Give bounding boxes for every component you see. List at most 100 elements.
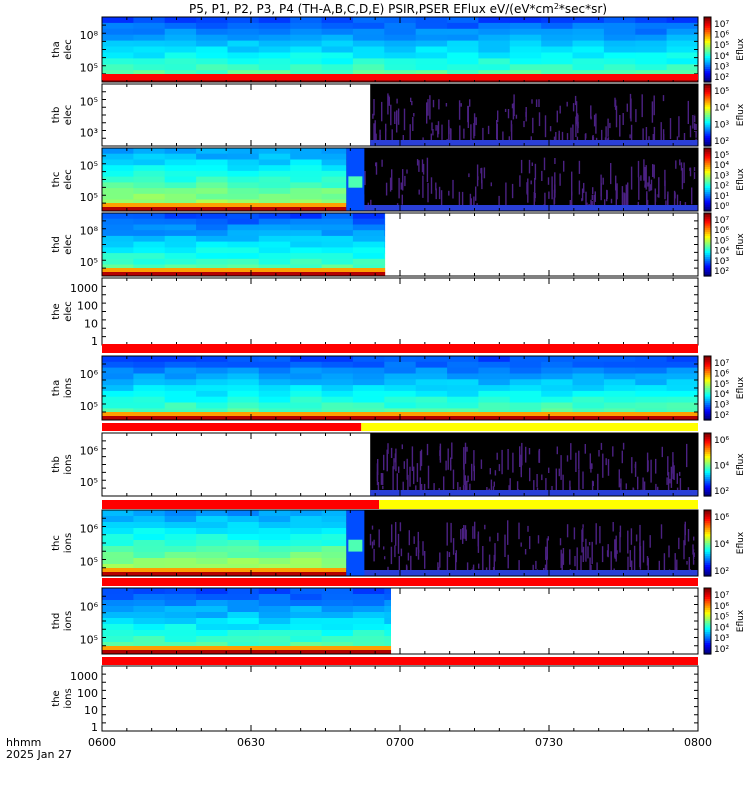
cbar-tick-8-3: 10⁴ <box>714 623 729 633</box>
panel-thb-ions: 10⁶ 10⁵ thb ions 10⁶ 10⁴ 10² Eflux <box>51 432 746 509</box>
flag-bar-tha-elec-top <box>102 74 698 80</box>
cbar-tick-2-2: 10³ <box>714 171 729 181</box>
cbar-tick-8-0: 10⁷ <box>714 591 729 601</box>
ytick-thd-elec-1: 10⁵ <box>80 256 98 269</box>
cbar-tick-0-4: 10³ <box>714 62 729 72</box>
ytick-the-ions-1: 100 <box>77 687 98 700</box>
cbar-title-0: Eflux <box>736 38 746 61</box>
ytick-the-elec-2: 10 <box>84 317 98 330</box>
xtick-2: 0700 <box>386 736 414 749</box>
cbar-tick-0-2: 10⁵ <box>714 41 729 51</box>
cbar-tick-5-0: 10⁷ <box>714 359 729 369</box>
panel-the-ions: 1000 100 10 1 the ions <box>51 665 699 734</box>
flag-bar-thc-ions <box>102 578 698 586</box>
cbar-tick-2-1: 10⁴ <box>714 161 729 171</box>
ytick-thd-ions-0: 10⁶ <box>80 600 99 613</box>
cbar-tick-6-1: 10⁴ <box>714 462 729 472</box>
cbar-tick-0-3: 10⁴ <box>714 52 729 62</box>
cbar-tick-0-1: 10⁶ <box>714 31 729 41</box>
cbar-tick-8-1: 10⁶ <box>714 602 729 612</box>
cbar-tick-3-5: 10² <box>714 267 729 277</box>
probe-label-5: tha <box>51 380 62 396</box>
figure-title: P5, P1, P2, P3, P4 (TH-A,B,C,D,E) PSIR,P… <box>189 2 607 16</box>
ytick-thb-elec-1: 10³ <box>80 126 98 139</box>
cbar-tick-0-5: 10² <box>714 73 729 83</box>
cbar-tick-1-3: 10² <box>714 137 729 147</box>
species-label-3: elec <box>63 234 74 255</box>
probe-label-4: the <box>51 303 62 319</box>
panel-the-elec: 1000 100 10 1 the elec <box>51 277 699 353</box>
colorbar-thc-ions: 10⁶ 10⁴ 10² Eflux <box>703 509 746 577</box>
flag-bar-thb-ions <box>102 500 698 509</box>
xtick-4: 0800 <box>684 736 712 749</box>
cbar-tick-2-4: 10¹ <box>714 192 729 202</box>
probe-label-6: thb <box>51 456 62 473</box>
time-axis: 0600 0630 0700 0730 0800 <box>88 736 712 749</box>
ytick-the-ions-0: 1000 <box>70 670 98 683</box>
cbar-tick-3-1: 10⁶ <box>714 226 729 236</box>
species-label-2: elec <box>63 169 74 190</box>
probe-label-2: thc <box>51 172 62 188</box>
ytick-the-elec-3: 1 <box>91 335 98 348</box>
colorbar-thb-elec: 10⁵ 10⁴ 10³ 10² Eflux <box>703 83 746 147</box>
species-label-5: ions <box>63 378 74 398</box>
ytick-thb-ions-0: 10⁶ <box>80 445 99 458</box>
cbar-tick-5-1: 10⁶ <box>714 369 729 379</box>
flag-bar-thd-ions <box>102 657 698 665</box>
xtick-3: 0730 <box>535 736 563 749</box>
cbar-tick-5-5: 10² <box>714 411 729 421</box>
cbar-tick-8-2: 10⁵ <box>714 613 729 623</box>
ytick-thc-elec-1: 10⁵ <box>80 191 98 204</box>
ytick-the-elec-1: 100 <box>77 300 98 313</box>
colorbar-thb-ions: 10⁶ 10⁴ 10² Eflux <box>703 432 746 497</box>
cbar-tick-5-3: 10⁴ <box>714 390 729 400</box>
probe-label-8: thd <box>51 613 62 630</box>
cbar-tick-1-0: 10⁵ <box>714 87 729 97</box>
cbar-title-6: Eflux <box>736 453 746 476</box>
cbar-title-1: Eflux <box>736 103 746 126</box>
species-label-1: elec <box>63 105 74 126</box>
probe-label-7: thc <box>51 535 62 551</box>
ytick-thc-ions-0: 10⁶ <box>80 522 99 535</box>
ytick-thb-ions-1: 10⁵ <box>80 476 98 489</box>
probe-label-0: tha <box>51 41 62 57</box>
cbar-tick-1-2: 10³ <box>714 120 729 130</box>
ytick-the-elec-0: 1000 <box>70 282 98 295</box>
ytick-thd-ions-1: 10⁵ <box>80 633 98 646</box>
cbar-tick-7-0: 10⁶ <box>714 513 729 523</box>
ytick-thc-ions-1: 10⁵ <box>80 555 98 568</box>
cbar-tick-2-5: 10⁰ <box>714 202 729 212</box>
cbar-tick-8-4: 10³ <box>714 634 729 644</box>
cbar-tick-7-2: 10² <box>714 567 729 577</box>
cbar-title-7: Eflux <box>736 531 746 554</box>
panel-thc-ions: 10⁶ 10⁵ thc ions 10⁶ 10⁴ 10² Eflux <box>51 509 746 586</box>
ytick-the-ions-3: 1 <box>91 721 98 734</box>
cbar-title-2: Eflux <box>736 168 746 191</box>
ytick-tha-ions-0: 10⁶ <box>80 368 99 381</box>
flag-bar-the-elec <box>102 344 698 353</box>
cbar-tick-0-0: 10⁷ <box>714 20 729 30</box>
ytick-tha-elec-0: 10⁸ <box>80 29 99 42</box>
cbar-tick-7-1: 10⁴ <box>714 540 729 550</box>
xtick-1: 0630 <box>237 736 265 749</box>
ytick-tha-ions-1: 10⁵ <box>80 400 98 413</box>
cbar-tick-1-1: 10⁴ <box>714 104 729 114</box>
ytick-thb-elec-0: 10⁵ <box>80 95 98 108</box>
cbar-title-8: Eflux <box>736 609 746 632</box>
panel-thb-elec: 10⁵ 10³ thb elec 10⁵ 10⁴ 10³ 10² Eflux <box>51 83 746 147</box>
probe-label-3: thd <box>51 236 62 253</box>
footer-hhmm: hhmm <box>6 736 41 749</box>
species-label-0: elec <box>63 39 74 60</box>
ytick-tha-elec-1: 10⁵ <box>80 62 98 75</box>
